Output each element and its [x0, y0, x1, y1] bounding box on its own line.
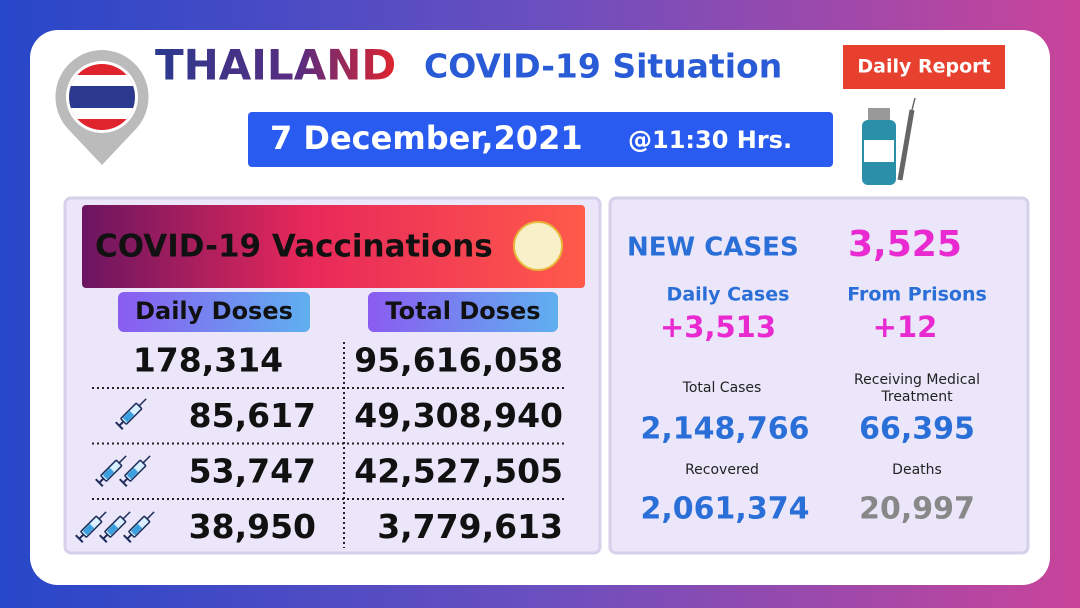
prisons-label: From Prisons — [847, 284, 987, 306]
column-pill — [368, 292, 558, 332]
total-doses: 42,527,505 — [354, 452, 563, 491]
total-doses: 49,308,940 — [354, 396, 563, 435]
new-cases: 3,525 — [848, 224, 962, 265]
treatment-label: Receiving Medical — [854, 372, 980, 388]
daily-doses: 53,747 — [189, 452, 316, 491]
daily-doses: 85,617 — [189, 396, 316, 435]
deaths-label: Deaths — [892, 462, 942, 478]
prison-cases: +12 — [873, 310, 938, 344]
column-header: Daily Doses — [135, 297, 293, 325]
date-box — [248, 112, 833, 167]
badge-box — [843, 45, 1005, 89]
total-label: Total Cases — [682, 380, 762, 396]
daily-doses: 38,950 — [189, 507, 316, 546]
treatment-label: Treatment — [880, 389, 953, 405]
deaths: 20,997 — [859, 492, 975, 527]
vaccination-title: COVID-19 Vaccinations — [95, 229, 493, 265]
column-pill — [118, 292, 310, 332]
total-cases: 2,148,766 — [641, 412, 810, 447]
daily-label: Daily Cases — [667, 284, 790, 306]
daily-doses: 178,314 — [133, 341, 283, 380]
recovered-label: Recovered — [685, 462, 759, 478]
daily-cases: +3,513 — [660, 310, 776, 344]
total-doses: 3,779,613 — [377, 507, 563, 546]
recovered: 2,061,374 — [641, 492, 810, 527]
flag-pin — [55, 50, 149, 165]
vaccination-header — [82, 205, 585, 288]
vaccine-icon — [862, 97, 916, 185]
title: COVID-19 Situation — [424, 47, 782, 86]
virus-icon — [513, 221, 563, 271]
time: @11:30 Hrs. — [628, 126, 792, 154]
date: 7 December,2021 — [270, 119, 583, 157]
badge: Daily Report — [857, 56, 990, 78]
treatment: 66,395 — [859, 412, 975, 447]
new-cases-label: NEW CASES — [627, 233, 799, 263]
cases-panel — [608, 196, 1030, 555]
column-header: Total Doses — [385, 297, 540, 325]
country: THAILAND — [155, 41, 396, 90]
total-doses: 95,616,058 — [354, 341, 563, 380]
